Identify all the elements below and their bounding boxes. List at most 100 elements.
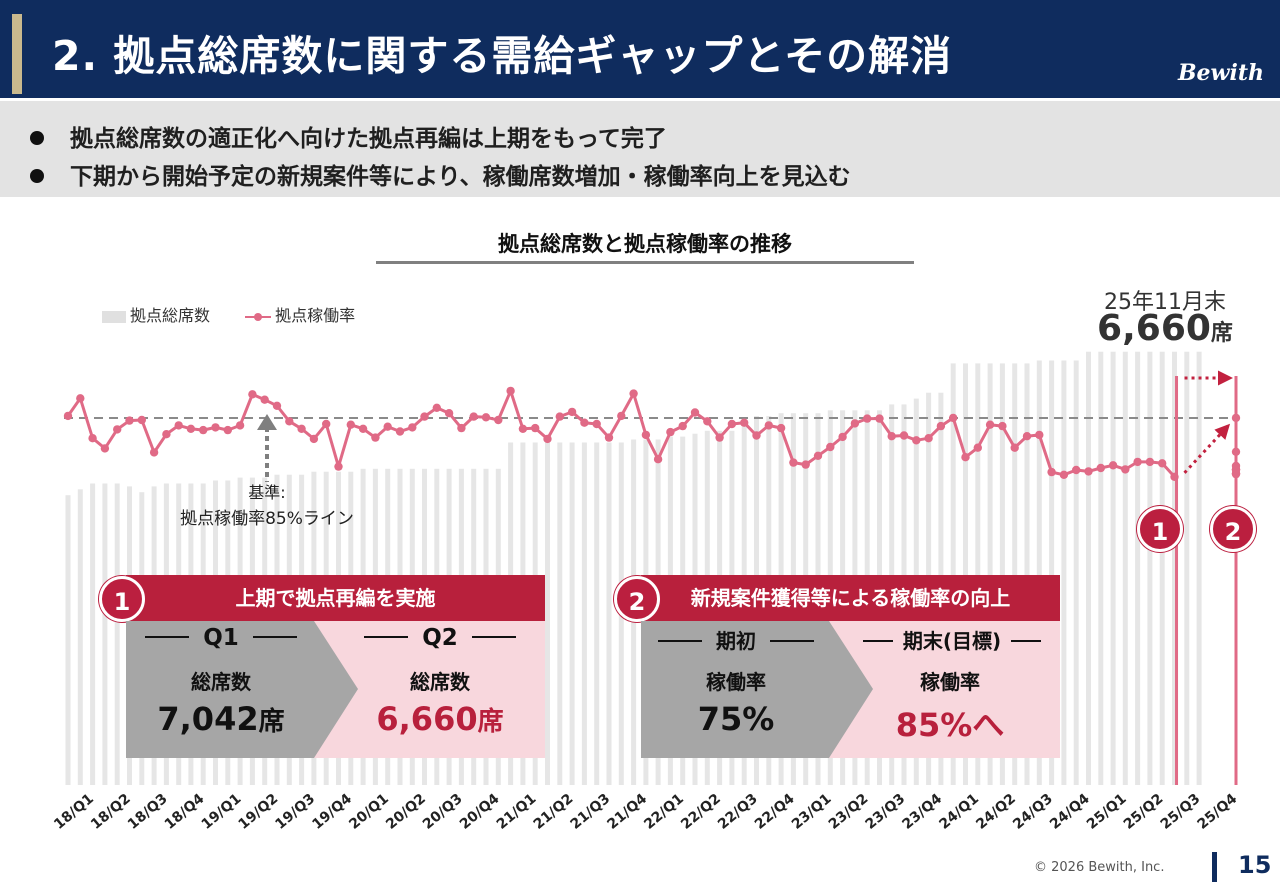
box2-header: 新規案件獲得等による稼働率の向上 — [641, 575, 1060, 621]
baseline-label-1: 基準: — [248, 483, 285, 502]
x-tick-label: 20/Q4 — [457, 791, 503, 833]
rate-point — [494, 415, 503, 425]
x-tick-label: 22/Q2 — [678, 791, 724, 833]
rate-point — [1231, 447, 1241, 456]
bullet-icon — [30, 168, 44, 183]
up-arrow-icon — [257, 414, 277, 430]
seat-bar — [1061, 360, 1067, 785]
page-number: 15 — [1238, 851, 1272, 879]
rate-point — [420, 412, 429, 421]
x-tick-label: 18/Q4 — [162, 791, 208, 833]
seat-bar — [1159, 351, 1165, 785]
rate-point — [949, 413, 958, 423]
rate-point — [629, 389, 638, 398]
x-tick-label: 19/Q3 — [272, 791, 318, 833]
rate-point — [260, 395, 269, 404]
rate-point — [1108, 461, 1118, 470]
seat-bar — [102, 483, 108, 785]
rate-point — [764, 421, 773, 430]
rate-point — [703, 417, 712, 426]
box2-right-period: 期末(目標) — [852, 625, 1052, 654]
x-tick-label: 19/Q4 — [309, 791, 355, 833]
x-tick-label: 24/Q1 — [936, 791, 982, 833]
rate-point — [789, 458, 798, 467]
chart-title: 拠点総席数と拠点稼働率の推移 — [498, 232, 792, 256]
x-tick-label: 18/Q3 — [125, 791, 171, 833]
rate-point — [272, 401, 282, 410]
rate-point — [653, 455, 663, 464]
x-tick-label: 21/Q4 — [604, 791, 650, 833]
box1-badge: 1 — [99, 576, 145, 622]
legend-bars-label: 拠点総席数 — [130, 306, 211, 325]
rate-point — [567, 407, 577, 417]
rate-point — [899, 431, 909, 440]
x-tick-label: 20/Q2 — [383, 791, 429, 833]
rate-point — [924, 434, 933, 443]
seat-bar — [975, 363, 981, 785]
box2-left-value: 75% — [697, 700, 775, 738]
brand-logo: Bewith — [1177, 60, 1264, 86]
rate-point — [1231, 413, 1241, 423]
rate-point — [137, 415, 146, 425]
rate-point — [1072, 465, 1081, 475]
rate-point — [690, 408, 700, 417]
seat-bar — [545, 442, 550, 785]
rate-point — [100, 444, 110, 453]
seat-bar — [1110, 351, 1116, 785]
rate-point — [875, 414, 884, 423]
seat-bar — [987, 363, 993, 785]
rate-point — [469, 412, 478, 421]
rate-point — [776, 423, 786, 433]
rate-point — [371, 433, 380, 442]
x-tick-label: 21/Q2 — [531, 791, 577, 833]
seat-bar — [950, 363, 956, 785]
seat-bar — [557, 442, 563, 785]
rate-point — [125, 416, 134, 425]
x-tick-label: 24/Q4 — [1047, 791, 1093, 833]
marker-badge-2: 2 — [1210, 506, 1256, 552]
seat-bar — [1086, 351, 1091, 785]
x-tick-label: 21/Q3 — [568, 791, 614, 833]
rate-point — [1059, 470, 1069, 479]
x-axis-labels: 18/Q118/Q218/Q318/Q419/Q119/Q219/Q319/Q4… — [51, 791, 1240, 833]
rate-points — [63, 386, 1241, 481]
rate-point — [1170, 472, 1179, 481]
rate-point — [936, 421, 946, 431]
box2-left-period: 期初 — [641, 625, 831, 654]
rate-point — [826, 442, 835, 452]
rate-point — [506, 386, 515, 396]
rate-point — [604, 433, 614, 442]
box1-right-period: Q2 — [345, 625, 535, 651]
rate-point — [641, 430, 651, 440]
box1-left-period: Q1 — [126, 625, 316, 651]
rate-point — [432, 403, 441, 412]
rate-point — [518, 424, 528, 433]
baseline-annotation: 基準: 拠点稼働率85%ライン — [180, 414, 354, 529]
x-tick-label: 18/Q2 — [88, 791, 134, 833]
legend-line-label: 拠点稼働率 — [275, 306, 356, 325]
rate-point — [555, 412, 564, 421]
box1-left-chevron — [126, 621, 358, 758]
box2-right-value: 85%へ — [895, 706, 1005, 744]
rate-point — [1022, 432, 1032, 441]
rate-point — [223, 425, 232, 435]
rate-point — [457, 423, 466, 433]
rate-point — [395, 427, 405, 436]
rate-point — [543, 434, 552, 444]
x-tick-label: 23/Q3 — [863, 791, 909, 833]
baseline-label-2: 拠点稼働率85%ライン — [180, 509, 354, 529]
header-accent — [12, 14, 22, 94]
rate-point — [309, 434, 319, 444]
rate-point — [813, 451, 823, 460]
x-tick-label: 23/Q4 — [899, 791, 945, 833]
legend-bar-swatch — [102, 310, 126, 323]
seat-bar — [569, 442, 575, 785]
x-tick-label: 22/Q3 — [715, 791, 761, 833]
seat-bar — [581, 442, 587, 785]
x-tick-label: 22/Q1 — [641, 791, 687, 833]
rate-point — [580, 418, 589, 427]
page-title: 2. 拠点総席数に関する需給ギャップとその解消 — [52, 32, 953, 80]
box2-right-label: 稼働率 — [920, 670, 980, 694]
rate-point — [727, 419, 737, 429]
rate-point — [162, 430, 171, 439]
